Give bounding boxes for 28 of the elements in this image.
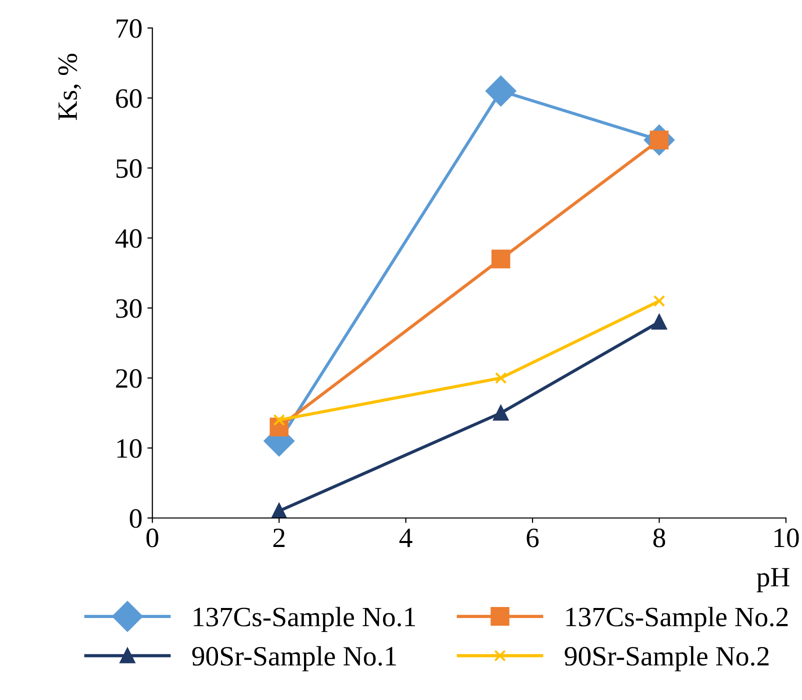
x-tick-label: 2: [273, 528, 285, 547]
point: [653, 295, 666, 307]
y-tick-label: 0: [130, 509, 142, 528]
x-axis-title: pH: [756, 568, 790, 592]
point: [493, 405, 508, 421]
legend-label: 137Cs-Sample No.2: [566, 606, 788, 632]
x-tick-label: 0: [146, 528, 158, 548]
point: [652, 314, 667, 330]
y-tick-label: 10: [117, 439, 142, 458]
x-tick-label: 8: [653, 528, 666, 548]
y-tick-label: 60: [116, 89, 142, 108]
y-tick-label: 70: [116, 19, 142, 38]
y-tick-label: 30: [116, 299, 142, 318]
point: [494, 372, 507, 384]
y-tick-label: 40: [115, 229, 142, 248]
point: [271, 503, 287, 518]
y-tick-label: 50: [116, 159, 142, 178]
point: [491, 250, 510, 268]
legend-label: 90Sr-Sample No.2: [564, 646, 769, 672]
legend-label: 137Cs-Sample No.1: [194, 606, 415, 632]
point: [486, 76, 516, 106]
legend-label: 90Sr-Sample No.1: [192, 646, 396, 672]
y-tick-label: 20: [116, 369, 142, 388]
x-tick-label: 6: [526, 528, 539, 548]
x-tick-label: 4: [399, 528, 412, 547]
x-tick-label: 10: [774, 528, 799, 548]
y-axis-title: Ks, %: [58, 54, 82, 120]
point: [273, 414, 285, 426]
